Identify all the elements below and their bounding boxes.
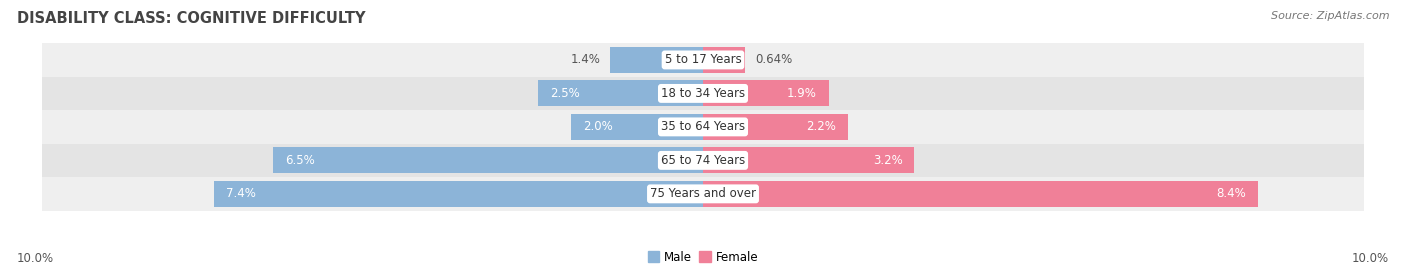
Bar: [703, 181, 1258, 207]
Text: 8.4%: 8.4%: [1216, 187, 1246, 200]
Bar: [703, 114, 848, 140]
Bar: [703, 80, 828, 106]
Text: 18 to 34 Years: 18 to 34 Years: [661, 87, 745, 100]
Bar: [537, 80, 703, 106]
Text: 0.64%: 0.64%: [755, 53, 793, 66]
Text: 35 to 64 Years: 35 to 64 Years: [661, 120, 745, 133]
Bar: [703, 147, 914, 173]
Bar: [214, 181, 703, 207]
Text: DISABILITY CLASS: COGNITIVE DIFFICULTY: DISABILITY CLASS: COGNITIVE DIFFICULTY: [17, 11, 366, 26]
Bar: [610, 47, 703, 73]
Text: 75 Years and over: 75 Years and over: [650, 187, 756, 200]
Text: 65 to 74 Years: 65 to 74 Years: [661, 154, 745, 167]
Bar: [703, 47, 745, 73]
Bar: [273, 147, 703, 173]
Text: 7.4%: 7.4%: [226, 187, 256, 200]
Text: 2.0%: 2.0%: [582, 120, 613, 133]
Bar: [42, 77, 1364, 110]
Bar: [571, 114, 703, 140]
Text: 1.9%: 1.9%: [787, 87, 817, 100]
Text: 2.2%: 2.2%: [807, 120, 837, 133]
Text: 10.0%: 10.0%: [1353, 252, 1389, 265]
Legend: Male, Female: Male, Female: [643, 246, 763, 268]
Text: 5 to 17 Years: 5 to 17 Years: [665, 53, 741, 66]
Text: 1.4%: 1.4%: [571, 53, 600, 66]
Text: 6.5%: 6.5%: [285, 154, 315, 167]
Bar: [42, 43, 1364, 77]
Text: 3.2%: 3.2%: [873, 154, 903, 167]
Text: 10.0%: 10.0%: [17, 252, 53, 265]
Bar: [42, 144, 1364, 177]
Text: 2.5%: 2.5%: [550, 87, 579, 100]
Bar: [42, 177, 1364, 211]
Text: Source: ZipAtlas.com: Source: ZipAtlas.com: [1271, 11, 1389, 21]
Bar: [42, 110, 1364, 144]
